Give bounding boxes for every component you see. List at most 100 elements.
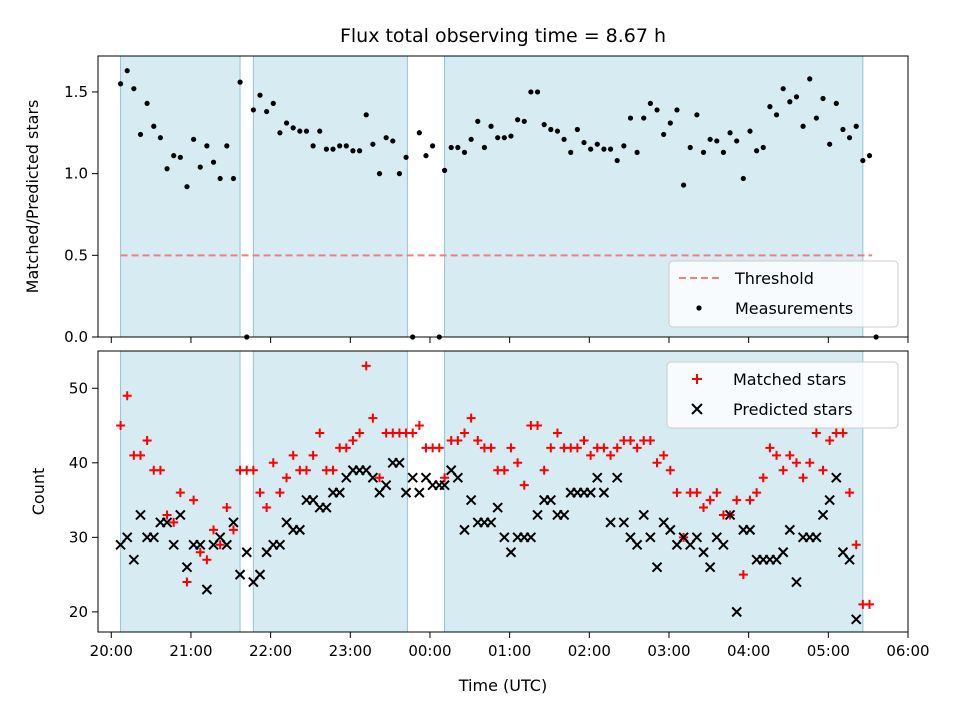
measurement-point [343, 143, 349, 149]
matched-stars-point [288, 450, 298, 460]
y-tick-label: 30 [69, 528, 88, 546]
measurement-point [144, 100, 150, 106]
measurement-point [177, 154, 183, 160]
predicted-stars-point [161, 517, 173, 528]
bottom-panel: 20 30 40 50 20:00 21:00 22:00 23:00 00:00 01:00 02… [69, 350, 930, 660]
x-tick-label: 04:00 [727, 642, 770, 660]
matched-stars-point [328, 465, 338, 475]
y-tick-label: 40 [69, 454, 88, 472]
predicted-stars-point [459, 524, 470, 536]
measurement-point [131, 86, 137, 92]
predicted-stars-point [811, 532, 822, 543]
predicted-stars-point [598, 487, 610, 498]
measurement-point [277, 130, 283, 136]
measurement-point [554, 128, 561, 134]
measurement-point [204, 143, 210, 149]
x-tick-label: 06:00 [886, 642, 929, 660]
matched-stars-point [499, 465, 509, 475]
predicted-stars-point [195, 539, 206, 551]
matched-stars-point [486, 443, 496, 453]
measurement-point [230, 175, 237, 182]
measurement-point [734, 138, 740, 144]
predicted-stars-point [532, 509, 543, 521]
measurement-point [455, 144, 461, 151]
measurement-point [727, 130, 733, 136]
predicted-stars-point [254, 569, 266, 580]
measurement-point [283, 120, 290, 126]
matched-stars-point [262, 503, 272, 513]
measurement-point [310, 143, 316, 149]
matched-stars-point [142, 435, 152, 445]
measurement-point [117, 81, 124, 87]
predicted-stars-point [394, 457, 405, 469]
top-y-axis-label: Matched/Predicted stars [23, 100, 42, 294]
legend-box [668, 260, 899, 328]
matched-stars-point [122, 391, 132, 401]
measurement-point [448, 144, 454, 151]
matched-stars-point [209, 525, 219, 535]
matched-stars-point [752, 488, 762, 498]
predicted-stars-point [181, 561, 193, 573]
measurement-point [667, 120, 673, 126]
predicted-stars-point [175, 509, 186, 521]
x-tick-label: 21:00 [169, 642, 212, 660]
y-tick-label: 1.5 [64, 83, 88, 101]
measurement-point [191, 136, 197, 142]
matched-stars-point [162, 510, 172, 520]
measurement-point [441, 167, 448, 173]
matched-stars-point [732, 495, 742, 505]
measurement-point [740, 175, 746, 182]
predicted-stars-point [817, 509, 829, 521]
matched-stars-point [519, 480, 529, 490]
matched-stars-point [182, 577, 192, 587]
predicted-stars-point [645, 532, 656, 543]
matched-stars-point [818, 465, 828, 475]
matched-stars-point [632, 443, 642, 453]
measurement-point [641, 115, 647, 121]
measurement-point [350, 148, 356, 154]
predicted-stars-point [168, 539, 179, 551]
chart-title: Flux total observing time = 8.67 h [340, 25, 666, 47]
measurement-point [210, 159, 217, 165]
measurement-point [290, 125, 296, 131]
measurement-point [171, 153, 177, 159]
matched-stars-point [189, 495, 199, 505]
measurement-point [461, 149, 468, 155]
matched-stars-point [155, 465, 165, 475]
predicted-stars-point [228, 517, 239, 528]
measurement-point [250, 107, 256, 113]
predicted-stars-point [585, 487, 596, 498]
matched-stars-point [282, 473, 292, 483]
predicted-stars-point [485, 517, 497, 528]
measurement-point [488, 123, 494, 129]
axes-frame [97, 55, 909, 338]
predicted-stars-point [334, 487, 345, 498]
matched-stars-point [408, 428, 418, 438]
y-tick-label: 1.0 [64, 165, 88, 183]
matched-stars-point [845, 488, 855, 498]
measurement-point [568, 149, 574, 155]
measurement-point [767, 104, 773, 110]
measurement-point [224, 143, 230, 149]
matched-stars-point [546, 443, 556, 453]
measurement-point [270, 100, 276, 106]
legend-matched-swatch [692, 374, 702, 384]
predicted-stars-point [851, 614, 862, 625]
observing-window-span [252, 55, 408, 338]
measurement-point [501, 135, 507, 141]
matched-stars-point [645, 435, 655, 445]
measurement-point [151, 123, 157, 129]
measurement-point [680, 182, 687, 188]
matched-stars-point [599, 443, 609, 453]
predicted-stars-point [558, 509, 570, 521]
predicted-stars-point [784, 524, 796, 536]
predicted-stars-point [718, 539, 729, 551]
matched-stars-point [228, 525, 238, 535]
matched-stars-point [533, 421, 543, 431]
matched-stars-point [248, 465, 258, 475]
predicted-stars-point [698, 547, 709, 558]
measurement-point [661, 131, 667, 138]
matched-stars-point [202, 555, 212, 565]
measurement-point [416, 130, 422, 136]
measurement-point [846, 135, 853, 141]
